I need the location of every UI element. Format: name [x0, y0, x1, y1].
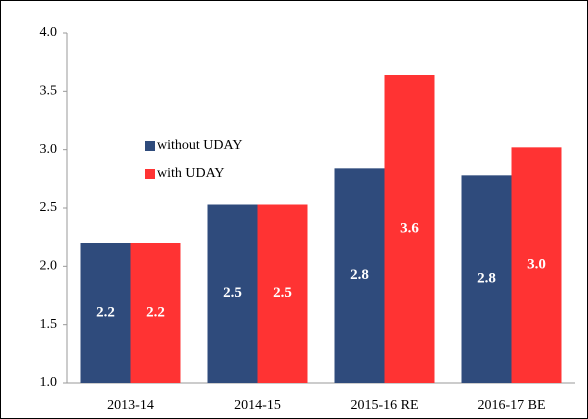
y-tick-label: 3.0 — [40, 142, 58, 157]
bar — [130, 243, 181, 383]
bar — [207, 204, 258, 383]
bar — [511, 147, 562, 383]
bar — [461, 175, 512, 383]
x-tick-label: 2016-17 BE — [477, 398, 545, 413]
bar — [334, 168, 385, 383]
y-tick-label: 3.5 — [40, 84, 58, 99]
y-tick-label: 4.0 — [40, 25, 58, 40]
value-label: 3.0 — [527, 257, 546, 273]
value-label: 2.5 — [223, 285, 242, 301]
legend-label: without UDAY — [157, 138, 242, 153]
legend-swatch — [145, 141, 155, 151]
value-label: 2.2 — [96, 304, 115, 320]
y-tick-label: 1.0 — [40, 375, 58, 390]
value-label: 2.8 — [350, 267, 369, 283]
x-tick-label: 2015-16 RE — [350, 398, 418, 413]
value-label: 3.6 — [400, 220, 419, 236]
value-label: 2.8 — [477, 271, 496, 287]
bar — [384, 75, 435, 383]
x-tick-label: 2014-15 — [234, 398, 281, 413]
y-tick-label: 1.5 — [40, 317, 58, 332]
bar — [257, 204, 308, 383]
bar — [80, 243, 131, 383]
legend-label: with UDAY — [157, 166, 225, 181]
y-tick-label: 2.5 — [40, 200, 58, 215]
legend-swatch — [145, 169, 155, 179]
y-tick-label: 2.0 — [40, 259, 58, 274]
value-label: 2.2 — [146, 304, 165, 320]
value-label: 2.5 — [273, 285, 292, 301]
x-tick-label: 2013-14 — [107, 398, 154, 413]
